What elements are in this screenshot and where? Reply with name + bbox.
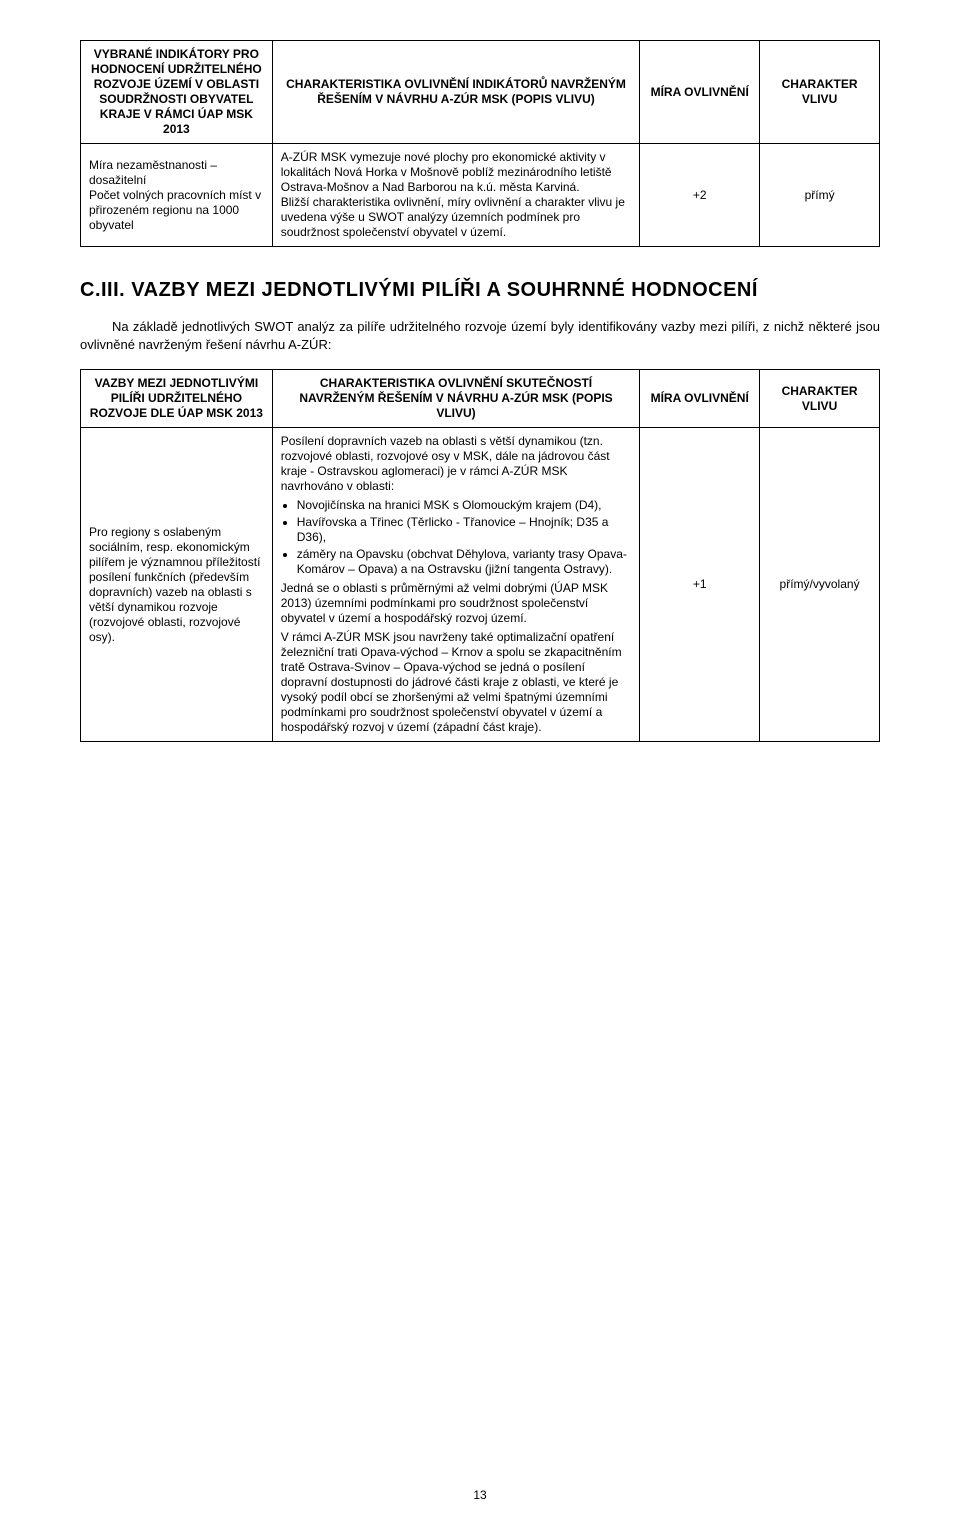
table-row: Pro regiony s oslabeným sociálním, resp.…	[81, 428, 880, 742]
list-item: Havířovska a Třinec (Těrlicko - Třanovic…	[297, 515, 632, 545]
cell-measure: +1	[640, 428, 760, 742]
col-header: VAZBY MEZI JEDNOTLIVÝMI PILÍŘI UDRŽITELN…	[81, 370, 273, 428]
table-row: VYBRANÉ INDIKÁTORY PRO HODNOCENÍ UDRŽITE…	[81, 41, 880, 144]
list-item: záměry na Opavsku (obchvat Děhylova, var…	[297, 547, 632, 577]
col-header: CHARAKTERISTIKA OVLIVNĚNÍ SKUTEČNOSTÍ NA…	[272, 370, 640, 428]
cell-character: přímý	[760, 144, 880, 247]
cell-bullet-list: Novojičínska na hranici MSK s Olomouckým…	[297, 498, 632, 577]
table-row: VAZBY MEZI JEDNOTLIVÝMI PILÍŘI UDRŽITELN…	[81, 370, 880, 428]
cell-measure: +2	[640, 144, 760, 247]
table-linkages: VAZBY MEZI JEDNOTLIVÝMI PILÍŘI UDRŽITELN…	[80, 369, 880, 742]
cell-indicator: Míra nezaměstnanosti – dosažitelní Počet…	[81, 144, 273, 247]
col-header: CHARAKTER VLIVU	[760, 41, 880, 144]
cell-paragraph: Jedná se o oblasti s průměrnými až velmi…	[281, 581, 632, 626]
col-header: MÍRA OVLIVNĚNÍ	[640, 370, 760, 428]
cell-paragraph: Posílení dopravních vazeb na oblasti s v…	[281, 434, 632, 494]
col-header: CHARAKTER VLIVU	[760, 370, 880, 428]
list-item: Novojičínska na hranici MSK s Olomouckým…	[297, 498, 632, 513]
page-number: 13	[0, 1488, 960, 1502]
page: VYBRANÉ INDIKÁTORY PRO HODNOCENÍ UDRŽITE…	[0, 0, 960, 1526]
cell-characteristic: A-ZÚR MSK vymezuje nové plochy pro ekono…	[272, 144, 640, 247]
col-header: MÍRA OVLIVNĚNÍ	[640, 41, 760, 144]
col-header: CHARAKTERISTIKA OVLIVNĚNÍ INDIKÁTORŮ NAV…	[272, 41, 640, 144]
cell-paragraph: V rámci A-ZÚR MSK jsou navrženy také opt…	[281, 630, 632, 735]
cell-linkage: Pro regiony s oslabeným sociálním, resp.…	[81, 428, 273, 742]
section-intro: Na základě jednotlivých SWOT analýz za p…	[80, 318, 880, 353]
cell-characteristic: Posílení dopravních vazeb na oblasti s v…	[272, 428, 640, 742]
table-row: Míra nezaměstnanosti – dosažitelní Počet…	[81, 144, 880, 247]
cell-character: přímý/vyvolaný	[760, 428, 880, 742]
table-indicators: VYBRANÉ INDIKÁTORY PRO HODNOCENÍ UDRŽITE…	[80, 40, 880, 247]
section-heading: C.III. VAZBY MEZI JEDNOTLIVÝMI PILÍŘI A …	[80, 279, 880, 302]
col-header: VYBRANÉ INDIKÁTORY PRO HODNOCENÍ UDRŽITE…	[81, 41, 273, 144]
